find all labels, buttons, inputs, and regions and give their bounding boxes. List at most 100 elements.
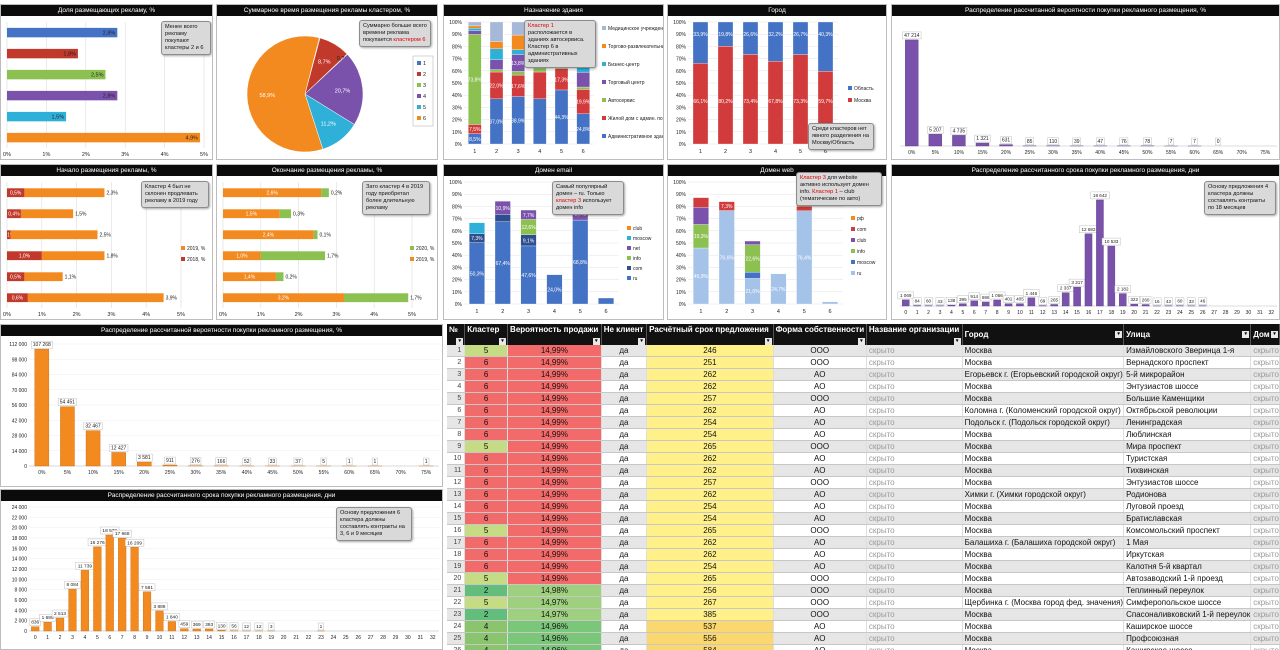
table-cell[interactable]: Теплинный переулок <box>1123 584 1252 597</box>
table-row[interactable]: 26414,96%да584АОскрытоМоскваКаширское шо… <box>447 644 1280 650</box>
table-cell[interactable]: скрыто <box>866 404 963 417</box>
table-cell[interactable]: Большие Каменщики <box>1123 392 1252 405</box>
table-cell[interactable]: да <box>601 404 648 417</box>
filter-dropdown-icon[interactable]: ▾ <box>953 338 961 345</box>
table-cell[interactable]: скрыто <box>1250 620 1280 633</box>
filter-dropdown-icon[interactable]: ▾ <box>1242 330 1250 338</box>
table-cell[interactable]: 14,96% <box>507 644 602 650</box>
table-cell[interactable]: 262 <box>646 536 774 549</box>
table-cell[interactable]: 4 <box>464 620 509 633</box>
table-cell[interactable]: 14 <box>447 500 466 513</box>
table-row[interactable]: 17 6 14,99% да 262 АО скрыто Балашиха г. (Балаш… <box>447 536 1280 549</box>
table-cell[interactable]: скрыто <box>1250 452 1280 465</box>
table-cell[interactable]: скрыто <box>866 488 963 501</box>
table-cell[interactable]: 14,99% <box>507 345 602 357</box>
table-cell[interactable]: 4 <box>447 380 466 393</box>
table-cell[interactable]: да <box>601 524 648 537</box>
table-cell[interactable]: Балашиха г. (Балашиха городской округ) <box>962 536 1125 549</box>
table-cell[interactable]: Каширское шоссе <box>1123 620 1252 633</box>
table-cell[interactable]: 5 <box>464 524 509 537</box>
table-cell[interactable]: да <box>601 452 648 465</box>
table-cell[interactable]: 6 <box>464 404 509 417</box>
filter-dropdown-icon[interactable]: ▾ <box>1271 330 1278 338</box>
table-row[interactable]: 7 6 14,99% да 254 АО скрыто Подольск г. (Подоль… <box>447 416 1280 429</box>
filter-dropdown-icon[interactable]: ▾ <box>638 338 646 345</box>
table-cell[interactable]: скрыто <box>866 476 963 489</box>
table-cell[interactable]: да <box>601 596 648 609</box>
table-cell[interactable]: 14,99% <box>507 524 602 537</box>
table-cell[interactable]: 385 <box>646 608 774 621</box>
table-cell[interactable]: 19 <box>447 560 466 573</box>
table-cell[interactable]: Ленинградская <box>1123 416 1252 429</box>
table-row[interactable]: 15 6 14,99% да 254 АО скрыто Москва Братиславска… <box>447 512 1280 525</box>
table-cell[interactable]: 267 <box>646 596 774 609</box>
filter-dropdown-icon[interactable]: ▾ <box>592 338 600 345</box>
table-cell[interactable]: 18 <box>447 548 466 561</box>
table-cell[interactable]: 16 <box>447 524 466 537</box>
table-row[interactable]: 25 4 14,96% да 556 АО скрыто Москва Профсоюзная с… <box>447 632 1280 645</box>
table-cell[interactable]: 12 <box>447 476 466 489</box>
table-row[interactable]: 10 6 14,99% да 262 АО скрыто Москва Туристская ск… <box>447 452 1280 465</box>
table-cell[interactable]: 265 <box>646 524 774 537</box>
table-cell[interactable]: 14,99% <box>507 572 602 585</box>
table-cell[interactable]: скрыто <box>1250 536 1280 549</box>
table-cell[interactable]: 14,99% <box>507 464 602 477</box>
table-cell[interactable]: скрыто <box>1250 476 1280 489</box>
table-cell[interactable]: да <box>601 644 648 650</box>
table-cell[interactable]: 14,98% <box>507 584 602 597</box>
table-cell[interactable]: Иркутская <box>1123 548 1252 561</box>
table-cell[interactable]: 262 <box>646 464 774 477</box>
table-cell[interactable]: 6 <box>464 368 509 381</box>
table-cell[interactable]: скрыто <box>1250 512 1280 525</box>
table-cell[interactable]: АО <box>773 380 867 393</box>
table-cell[interactable]: скрыто <box>1250 596 1280 609</box>
table-cell[interactable]: скрыто <box>866 644 963 650</box>
table-cell[interactable]: скрыто <box>1250 608 1280 621</box>
table-row[interactable]: 20 5 14,99% да 265 ООО скрыто Москва Автозаводск… <box>447 572 1280 585</box>
table-cell[interactable]: 6 <box>464 380 509 393</box>
table-cell[interactable]: 14,99% <box>507 512 602 525</box>
table-cell[interactable]: Комсомольский проспект <box>1123 524 1252 537</box>
table-cell[interactable]: АО <box>773 464 867 477</box>
table-cell[interactable]: 4 <box>464 644 509 650</box>
table-cell[interactable]: скрыто <box>866 632 963 645</box>
table-cell[interactable]: 14,99% <box>507 356 602 369</box>
table-cell[interactable]: Москва <box>962 452 1125 465</box>
table-cell[interactable]: 6 <box>464 560 509 573</box>
table-cell[interactable]: скрыто <box>866 368 963 381</box>
table-cell[interactable]: АО <box>773 368 867 381</box>
table-cell[interactable]: 265 <box>646 440 774 453</box>
table-cell[interactable]: скрыто <box>866 560 963 573</box>
table-cell[interactable]: 251 <box>646 356 774 369</box>
table-cell[interactable]: 254 <box>646 416 774 429</box>
table-cell[interactable]: 6 <box>464 500 509 513</box>
table-cell[interactable]: Щербинка г. (Москва город фед. значения) <box>962 596 1125 609</box>
table-cell[interactable]: 5 <box>464 345 509 357</box>
table-row[interactable]: 16 5 14,99% да 265 ООО скрыто Москва Комсомольск… <box>447 524 1280 537</box>
table-cell[interactable]: 14,97% <box>507 608 602 621</box>
column-header[interactable]: Вероятность продажи ▾ <box>507 324 602 345</box>
table-cell[interactable]: скрыто <box>1250 380 1280 393</box>
table-cell[interactable]: скрыто <box>866 512 963 525</box>
table-cell[interactable]: Москва <box>962 380 1125 393</box>
table-cell[interactable]: АО <box>773 620 867 633</box>
table-cell[interactable]: скрыто <box>866 380 963 393</box>
table-cell[interactable]: 2 <box>464 608 509 621</box>
table-cell[interactable]: Люблинская <box>1123 428 1252 441</box>
table-cell[interactable]: да <box>601 464 648 477</box>
table-cell[interactable]: АО <box>773 512 867 525</box>
table-cell[interactable]: Вернадского проспект <box>1123 356 1252 369</box>
table-cell[interactable]: 1 Мая <box>1123 536 1252 549</box>
table-cell[interactable]: да <box>601 345 648 357</box>
table-cell[interactable]: 13 <box>447 488 466 501</box>
table-cell[interactable]: скрыто <box>1250 404 1280 417</box>
table-cell[interactable]: Москва <box>962 464 1125 477</box>
table-cell[interactable]: Тихвинская <box>1123 464 1252 477</box>
table-cell[interactable]: 14,99% <box>507 440 602 453</box>
table-cell[interactable]: Каширское шоссе <box>1123 644 1252 650</box>
table-cell[interactable]: 262 <box>646 368 774 381</box>
table-cell[interactable]: Братиславская <box>1123 512 1252 525</box>
table-cell[interactable]: Калотня 5-й квартал <box>1123 560 1252 573</box>
table-cell[interactable]: скрыто <box>866 428 963 441</box>
table-cell[interactable]: да <box>601 416 648 429</box>
